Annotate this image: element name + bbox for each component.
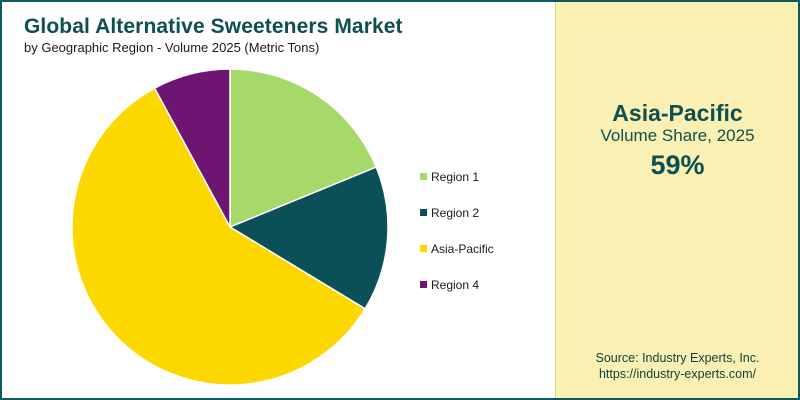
legend-swatch	[420, 209, 427, 216]
legend-swatch	[420, 173, 427, 180]
highlight-region: Asia-Pacific	[612, 100, 743, 126]
pie-slice-asia-pacific	[71, 87, 367, 386]
highlight-metric: Volume Share, 2025	[600, 126, 755, 145]
legend-label: Region 2	[431, 206, 479, 220]
legend-label: Region 1	[431, 170, 479, 184]
legend-label: Asia-Pacific	[431, 242, 494, 256]
pie-slice-region-2	[228, 166, 389, 310]
chart-legend: Region 1 Region 2 Asia-Pacific Region 4	[420, 170, 494, 292]
source-note: Source: Industry Experts, Inc. https://i…	[556, 350, 798, 382]
pie-chart: Region 1 Region 2 Asia-Pacific Region 4	[71, 68, 494, 386]
legend-label: Region 4	[431, 278, 479, 292]
pie-slice-region-1	[229, 68, 378, 229]
pie-slices	[71, 68, 389, 386]
chart-subtitle: by Geographic Region - Volume 2025 (Metr…	[24, 40, 320, 55]
legend-swatch	[420, 281, 427, 288]
pie-slice-region-4	[153, 68, 231, 228]
legend-swatch	[420, 245, 427, 252]
source-name: Source: Industry Experts, Inc.	[595, 351, 760, 365]
highlight-value: 59%	[650, 150, 705, 180]
highlight-panel: Asia-Pacific Volume Share, 2025 59% Sour…	[555, 2, 798, 398]
chart-title: Global Alternative Sweeteners Market	[24, 15, 403, 38]
source-url: https://industry-experts.com/	[598, 367, 756, 381]
